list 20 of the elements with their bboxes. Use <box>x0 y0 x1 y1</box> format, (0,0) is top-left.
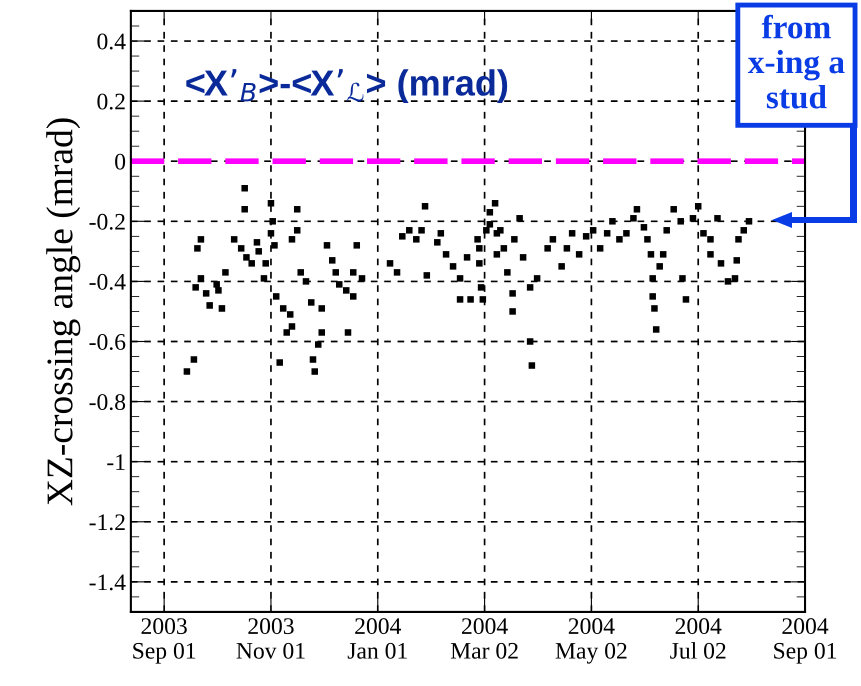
x-tick-label: 2003 Nov 01 <box>236 618 305 659</box>
y-tick-label: -0.8 <box>90 394 126 410</box>
x-tick-label: 2004 Mar 02 <box>450 618 518 659</box>
annotation: <X’$_{B}$>-<X’$_{ℒ}$> (mrad) <box>186 69 508 103</box>
x-tick-label: 2004 May 02 <box>556 618 626 664</box>
y-tick-label: -0.6 <box>90 334 126 350</box>
x-tick-label: 2004 Jan 01 <box>348 618 407 659</box>
x-tick-label: 2004 Sep 01 <box>774 618 836 664</box>
x-tick-label: 2004 Jul 02 <box>670 618 726 659</box>
y-tick-label: -0.4 <box>90 274 126 290</box>
y-tick-label: 0.4 <box>97 34 126 50</box>
y-tick-label: 0 <box>115 154 126 170</box>
y-tick-label: -1 <box>107 454 125 470</box>
annotation: from x-ing a stud <box>748 14 845 109</box>
x-tick-label: 2003 Sep 01 <box>133 618 196 664</box>
y-tick-label: 0.2 <box>97 94 125 110</box>
y-tick-label: -1.2 <box>90 514 125 530</box>
y-tick-label: -1.4 <box>90 574 126 590</box>
y-axis-title: XZ-crossing angle (mrad) <box>46 118 80 506</box>
y-tick-label: -0.2 <box>90 214 125 230</box>
